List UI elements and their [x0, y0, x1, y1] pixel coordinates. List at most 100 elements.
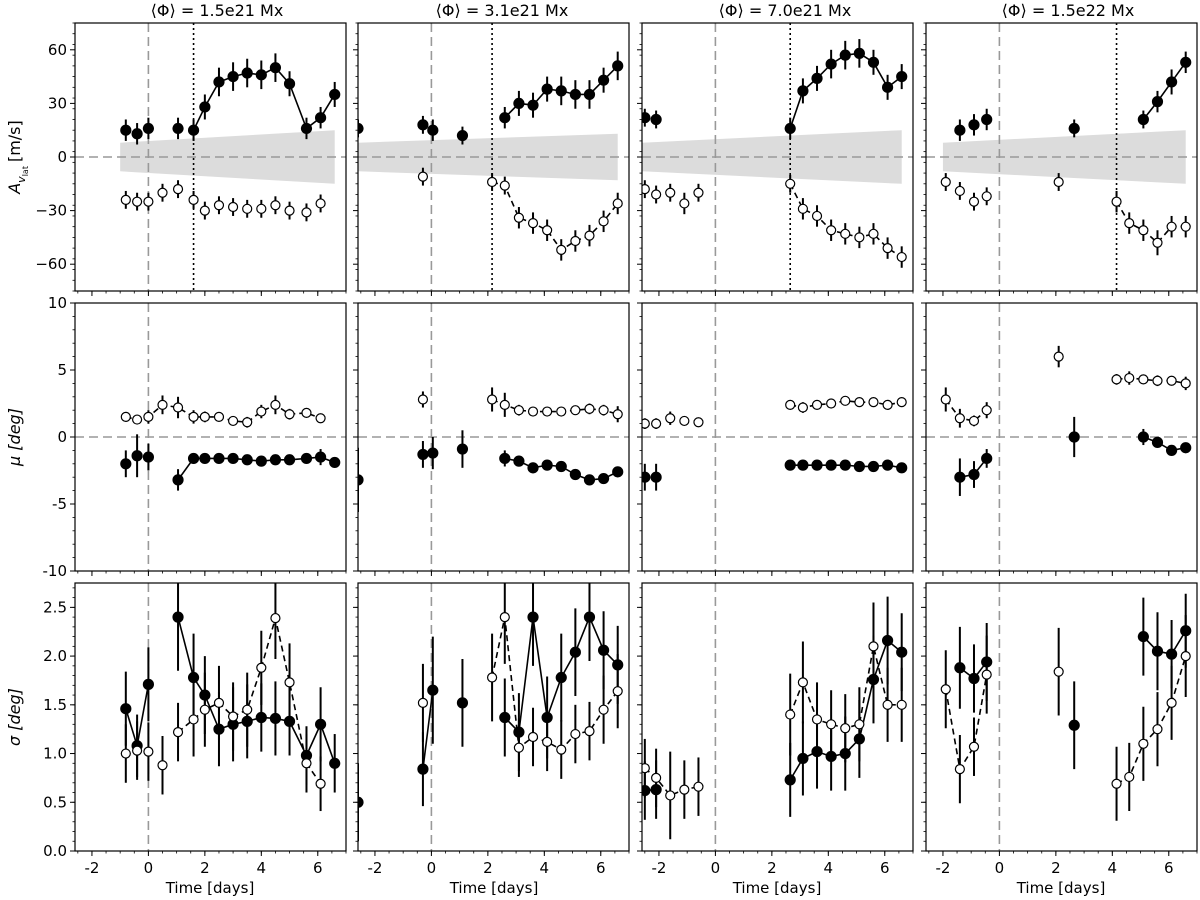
filled-point: [187, 671, 200, 684]
filled-point: [839, 49, 851, 61]
filled-point: [555, 460, 567, 473]
x-tick-label: 4: [824, 859, 834, 877]
filled-point: [555, 671, 567, 684]
filled-point: [797, 459, 809, 471]
filled-series: [954, 416, 1192, 496]
x-tick-label: 0: [711, 859, 721, 877]
open-point: [556, 244, 567, 256]
open-point: [584, 403, 595, 414]
filled-point: [283, 78, 296, 90]
open-point: [840, 723, 851, 734]
open-point: [612, 409, 623, 420]
open-point: [1053, 176, 1064, 188]
open-point: [188, 714, 199, 725]
filled-point: [358, 122, 364, 135]
filled-point: [255, 455, 267, 467]
open-point: [1138, 738, 1149, 749]
filled-point: [227, 452, 239, 465]
filled-point: [358, 796, 364, 808]
filled-point: [1165, 444, 1178, 456]
open-point: [417, 394, 429, 405]
y-tick-label: 0.0: [43, 842, 67, 860]
filled-point: [1068, 122, 1080, 135]
y-tick-label: 5: [57, 361, 67, 379]
noise-band: [120, 130, 335, 184]
open-point: [499, 612, 510, 623]
filled-series: [358, 430, 624, 513]
filled-series: [642, 39, 908, 140]
filled-point: [329, 456, 341, 469]
x-tick-label: 4: [257, 859, 267, 877]
open-point: [527, 731, 539, 743]
filled-series: [954, 593, 1192, 770]
filled-point: [569, 646, 581, 658]
x-tick-label: 0: [995, 859, 1005, 877]
open-point: [797, 203, 809, 214]
open-series: [120, 395, 326, 428]
panel-plot-area: [642, 23, 913, 291]
open-point: [896, 251, 907, 263]
series-line: [1142, 61, 1187, 120]
open-point: [1124, 218, 1135, 229]
open-series: [940, 173, 1191, 256]
filled-point: [555, 85, 567, 97]
open-point: [199, 704, 210, 715]
open-point: [1180, 221, 1191, 232]
filled-point: [329, 757, 341, 769]
filled-point: [255, 69, 267, 81]
open-point: [172, 184, 184, 195]
open-point: [584, 230, 595, 241]
open-point: [811, 210, 823, 222]
open-point: [665, 187, 676, 198]
open-point: [826, 225, 837, 236]
open-point: [157, 399, 168, 410]
open-point: [981, 191, 992, 202]
x-tick-label: 4: [1108, 859, 1118, 877]
series-line: [1116, 655, 1187, 785]
panel-plot-area: [75, 303, 346, 571]
panel-amplitude-3: [637, 22, 914, 296]
panel-plot-area: [926, 303, 1197, 571]
filled-point: [427, 124, 439, 136]
filled-point: [314, 718, 327, 730]
open-point: [598, 405, 609, 416]
filled-point: [314, 112, 327, 124]
open-point: [227, 201, 239, 213]
open-point: [499, 180, 510, 191]
open-point: [570, 235, 581, 247]
open-point: [120, 194, 131, 205]
filled-point: [784, 122, 796, 135]
open-point: [570, 728, 581, 740]
mean-axis-label: μ [deg]: [5, 408, 24, 467]
open-point: [256, 203, 267, 214]
open-point: [854, 397, 865, 408]
open-point: [242, 203, 253, 214]
filled-point: [131, 128, 143, 140]
open-point: [968, 196, 980, 207]
open-point: [968, 415, 980, 427]
open-point: [954, 413, 965, 424]
x-tick-label: 6: [313, 859, 323, 877]
open-point: [527, 406, 539, 417]
panel-frame: [74, 582, 347, 852]
filled-point: [269, 454, 282, 466]
open-point: [940, 684, 951, 695]
x-tick-label: -2: [935, 859, 950, 877]
x-tick-label: 6: [1164, 859, 1174, 877]
x-tick-label: -2: [651, 859, 666, 877]
panel-plot-area: [358, 303, 629, 571]
open-point: [612, 198, 623, 209]
open-point: [256, 406, 267, 417]
filled-point: [881, 81, 894, 93]
filled-point: [811, 72, 823, 84]
open-series: [642, 395, 907, 429]
open-point: [157, 760, 168, 771]
filled-point: [896, 646, 908, 658]
filled-point: [569, 88, 581, 101]
x-tick-label: 0: [144, 859, 154, 877]
panel-plot-area: [940, 583, 1192, 851]
filled-point: [187, 124, 200, 136]
panel-plot-area: [358, 583, 624, 851]
width-axis-label: σ [deg]: [5, 688, 24, 746]
filled-point: [499, 452, 511, 465]
